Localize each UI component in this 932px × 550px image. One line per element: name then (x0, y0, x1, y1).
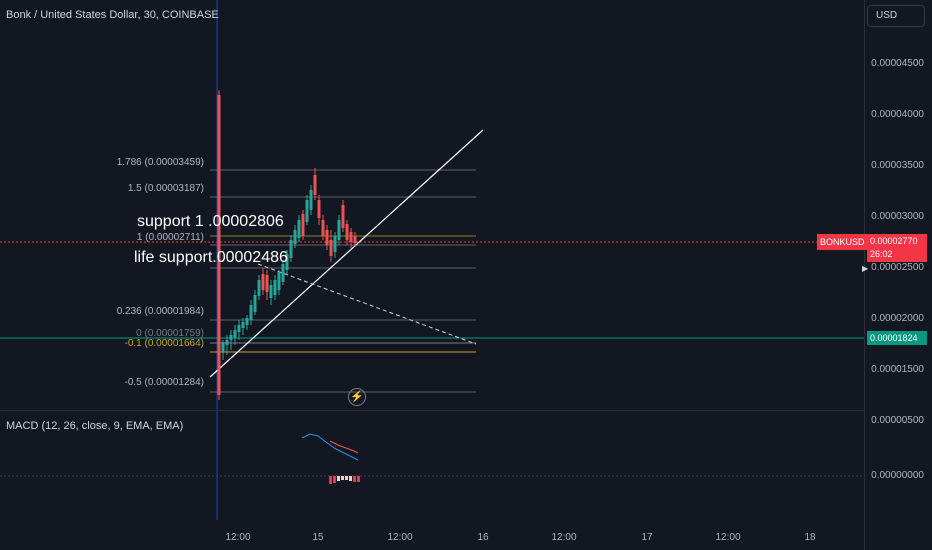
candle-body (309, 190, 313, 210)
candle-body (345, 224, 349, 240)
candle-body (253, 295, 257, 312)
candle-body (301, 214, 305, 236)
time-tick: 16 (477, 532, 489, 543)
macd-tick: 0.00000500 (871, 415, 924, 426)
candle-body (329, 240, 333, 256)
price-badge: 0.00002770 26:02 (867, 234, 927, 262)
macd-bar (357, 476, 360, 482)
candle-body (241, 322, 245, 328)
candle-body (313, 175, 317, 195)
bar-countdown: 26:02 (870, 249, 893, 259)
fib-label: 1 (0.00002711) (136, 232, 204, 243)
candle-body (353, 236, 357, 243)
symbol-badge: BONKUSD (817, 234, 868, 250)
candle-body (325, 230, 329, 245)
macd-bar (353, 476, 356, 482)
candle-body (321, 220, 325, 236)
candle-body (297, 220, 301, 238)
price-tick: 0.00004500 (871, 58, 924, 69)
candle-body (305, 200, 309, 222)
fib-label: 0.236 (0.00001984) (116, 306, 204, 317)
candle-body (233, 330, 237, 338)
candle-body (317, 200, 321, 218)
candle-body (221, 342, 225, 352)
macd-indicator-label[interactable]: MACD (12, 26, close, 9, EMA, EMA) (6, 420, 184, 432)
candle-body (261, 274, 265, 290)
candle-body (293, 230, 297, 244)
price-tick: 0.00001500 (871, 364, 924, 375)
candle-body (257, 280, 261, 296)
support-1-text[interactable]: support 1 .00002806 (137, 213, 284, 230)
candle-body (217, 95, 221, 395)
macd-bar (345, 476, 348, 480)
time-tick: 18 (804, 532, 816, 543)
price-tick: 0.00002000 (871, 313, 924, 324)
currency-button[interactable]: USD (867, 5, 925, 27)
price-axis-divider (864, 0, 865, 550)
candlestick-series (217, 90, 357, 400)
candle-body (229, 335, 233, 340)
candle-body (281, 264, 285, 282)
candle-body (265, 275, 269, 292)
macd-bar (333, 476, 336, 483)
scroll-arrow-icon[interactable]: ▶ (862, 264, 869, 273)
candle-body (333, 236, 337, 252)
macd-bar (349, 476, 352, 481)
time-tick: 12:00 (551, 532, 577, 543)
candle-body (245, 318, 249, 325)
time-tick: 12:00 (715, 532, 741, 543)
price-tick: 0.00003500 (871, 160, 924, 171)
candle-body (225, 340, 229, 345)
candle-body (341, 205, 345, 228)
pane-divider[interactable] (0, 410, 864, 411)
macd-histogram (329, 476, 360, 484)
fib-label: 1.5 (0.00003187) (127, 183, 204, 194)
time-tick: 12:00 (225, 532, 251, 543)
fib-label: -0.5 (0.00001284) (124, 377, 204, 388)
lightning-icon[interactable]: ⚡ (348, 388, 366, 406)
fib-label: 0 (0.00001759) (136, 328, 204, 339)
life-support-text[interactable]: life support.00002486 (134, 249, 288, 266)
time-tick: 12:00 (387, 532, 413, 543)
time-tick: 15 (312, 532, 324, 543)
candle-body (277, 272, 281, 290)
candle-body (337, 220, 341, 240)
macd-tick: 0.00000000 (871, 470, 924, 481)
macd-bar (337, 476, 340, 481)
symbol-title: Bonk / United States Dollar, 30, COINBAS… (6, 9, 219, 21)
fib-label: -0.1 (0.00001664) (124, 338, 204, 349)
fib-label: 1.786 (0.00003459) (116, 157, 204, 168)
price-tick: 0.00004000 (871, 109, 924, 120)
macd-bar (341, 476, 344, 480)
candle-body (273, 280, 277, 295)
horizontal-line-badge: 0.00001824 (867, 331, 927, 345)
candle-body (289, 240, 293, 258)
time-tick: 17 (641, 532, 653, 543)
candle-body (285, 254, 289, 270)
last-price: 0.00002770 (870, 236, 918, 246)
candle-body (349, 232, 353, 242)
candle-body (249, 305, 253, 320)
macd-bar (329, 476, 332, 484)
price-tick: 0.00002500 (871, 262, 924, 273)
candle-body (269, 285, 273, 298)
candle-body (237, 325, 241, 332)
price-tick: 0.00003000 (871, 211, 924, 222)
